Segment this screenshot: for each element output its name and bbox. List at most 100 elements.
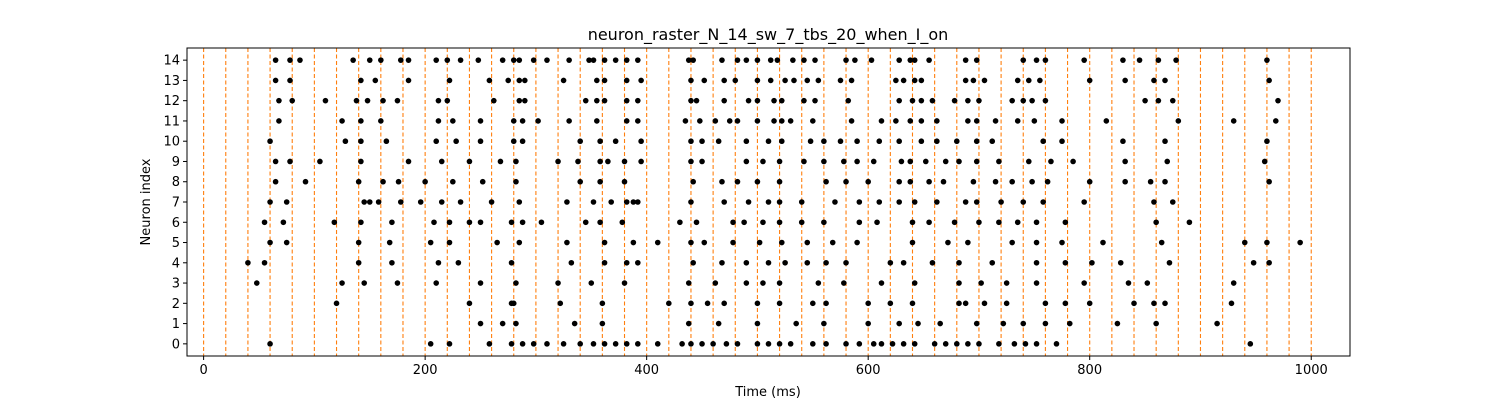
spike-point [261,259,268,266]
spike-point [743,259,750,266]
spike-point [688,300,694,307]
spike-point [688,77,694,84]
spike-point [519,138,526,145]
x-axis: 0 200 400 600 800 1000 [199,356,1328,378]
spike-point [1166,259,1173,266]
spike-point [1186,219,1193,226]
spike-point [821,320,827,327]
spike-point [973,158,980,165]
spike-point [438,158,445,165]
spike-point [1230,280,1237,286]
spike-point [765,199,772,205]
spike-point [896,320,902,327]
spike-point [1100,239,1106,246]
spike-point [1062,219,1069,226]
spike-point [832,199,838,205]
spike-point [494,239,500,246]
spike-point [253,280,260,286]
spike-point [405,57,412,63]
spike-point [1086,178,1093,185]
spike-point [623,118,630,124]
spike-point [623,341,630,347]
spike-point [743,280,750,286]
spike-point [734,57,741,63]
spike-point [854,138,860,145]
spike-point [361,199,368,205]
spike-point [322,97,329,104]
spike-point [798,219,805,226]
spike-point [1114,320,1121,327]
spike-point [996,158,1002,165]
spike-point [699,138,705,145]
spike-point [516,199,523,205]
spike-point [654,341,661,347]
spike-point [635,199,641,205]
spike-point [745,199,752,205]
y-tick-label: 8 [172,175,180,190]
spike-point [638,158,644,165]
spike-point [918,97,925,104]
spike-point [267,239,273,246]
x-tick-label: 800 [1077,363,1102,378]
spike-point [951,97,958,104]
spike-point [712,118,719,124]
spike-point [907,158,914,165]
spike-point [397,199,404,205]
spike-point [776,158,783,165]
spike-point [1042,320,1049,327]
spike-point [998,199,1004,205]
spike-point [522,77,528,84]
spike-point [841,280,847,286]
spike-point [688,138,694,145]
spike-point [623,97,630,104]
spike-point [1022,341,1029,347]
spike-point [992,178,999,185]
spike-point [1266,77,1272,84]
spike-point [911,280,918,286]
spike-point [475,57,482,63]
spike-point [754,118,761,124]
spike-point [801,57,807,63]
spike-point [843,259,849,266]
spike-point [353,97,360,104]
spike-point [767,57,774,63]
spike-point [499,57,506,63]
spike-point [516,239,523,246]
spike-point [516,77,523,84]
spike-point [466,300,473,307]
spike-point [745,97,752,104]
spike-point [272,178,279,185]
spike-point [1003,280,1010,286]
spike-point [693,97,700,104]
spike-point [926,178,932,185]
spike-point [375,199,382,205]
spike-point [981,77,988,84]
spike-point [366,57,373,63]
spike-point [380,97,386,104]
spike-point [1081,199,1087,205]
spike-point [519,341,526,347]
spike-point [1020,320,1027,327]
spike-point [922,158,929,165]
spike-point [793,320,799,327]
spike-point [594,77,600,84]
spike-point [976,341,982,347]
spike-point [945,239,951,246]
spike-point [538,219,545,226]
spike-point [417,199,424,205]
spike-point [929,259,936,266]
spike-point [900,341,907,347]
spike-point [358,77,364,84]
spike-point [981,300,988,307]
spike-point [422,178,428,185]
spike-point [1162,300,1168,307]
spike-point [915,320,921,327]
spike-point [804,259,811,266]
spike-point [612,57,619,63]
spike-point [331,219,338,226]
spike-point [1014,219,1021,226]
spike-point [900,259,907,266]
spike-point [516,57,523,63]
spike-point [635,259,641,266]
spike-point [721,97,727,104]
